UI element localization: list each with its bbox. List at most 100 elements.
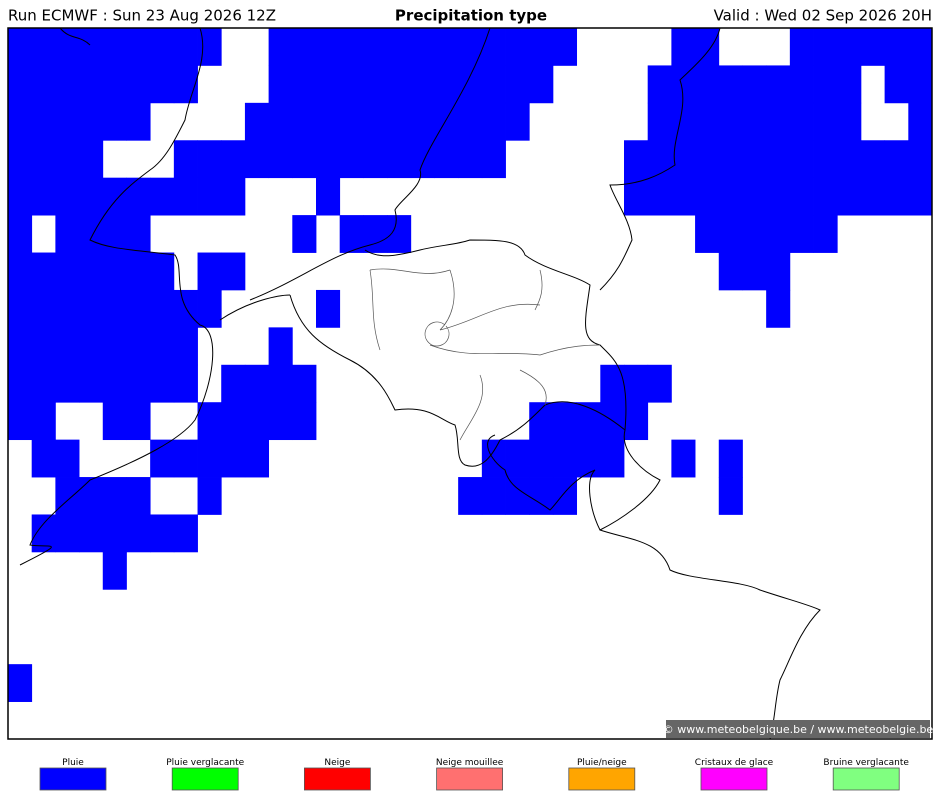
rain-cell bbox=[813, 28, 838, 66]
rain-cell bbox=[55, 364, 80, 403]
rain-cell bbox=[742, 177, 767, 216]
rain-cell bbox=[434, 28, 459, 66]
rain-cell bbox=[197, 477, 222, 515]
rain-cell bbox=[268, 327, 293, 366]
rain-cell bbox=[481, 102, 506, 141]
rain-cell bbox=[837, 28, 862, 66]
rain-cell bbox=[197, 252, 222, 291]
rain-cell bbox=[387, 65, 412, 104]
rain-cell bbox=[695, 177, 720, 216]
rain-cell bbox=[55, 477, 80, 515]
rain-cell bbox=[647, 364, 672, 403]
rain-cell bbox=[837, 65, 862, 104]
legend-label: Bruine verglacante bbox=[823, 758, 909, 768]
rain-cell bbox=[244, 439, 270, 478]
rain-cell bbox=[316, 28, 341, 66]
rain-cell bbox=[363, 140, 388, 179]
legend-label: Pluie bbox=[62, 758, 84, 768]
rain-cell bbox=[316, 289, 341, 328]
legend-swatch bbox=[39, 767, 107, 791]
rain-cell bbox=[31, 65, 56, 104]
rain-cell bbox=[624, 140, 649, 179]
rain-cell bbox=[221, 402, 246, 441]
rain-cell bbox=[8, 402, 33, 441]
rain-cell bbox=[173, 327, 198, 366]
rain-cell bbox=[79, 140, 104, 179]
rain-cell bbox=[126, 327, 151, 366]
rain-cell bbox=[79, 215, 104, 253]
rain-cell bbox=[150, 65, 175, 104]
rain-cell bbox=[244, 102, 270, 141]
rain-cell bbox=[173, 439, 198, 478]
rain-cell bbox=[576, 439, 601, 478]
rain-cell bbox=[268, 28, 293, 66]
rain-cell bbox=[339, 65, 364, 104]
rain-cell bbox=[244, 364, 270, 403]
rain-cell bbox=[718, 215, 743, 253]
rain-cell bbox=[173, 514, 198, 553]
rain-cell bbox=[742, 140, 767, 179]
rain-cell bbox=[529, 402, 554, 441]
rain-cell bbox=[458, 102, 483, 141]
rain-cell bbox=[316, 102, 341, 141]
rain-cell bbox=[268, 65, 293, 104]
rain-cell bbox=[221, 364, 246, 403]
rain-cell bbox=[529, 28, 554, 66]
rain-cell bbox=[766, 215, 791, 253]
rain-cell bbox=[908, 177, 933, 216]
rain-cell bbox=[600, 439, 625, 478]
legend-swatch bbox=[568, 767, 636, 791]
rain-cell bbox=[505, 477, 530, 515]
rain-cell bbox=[31, 140, 56, 179]
rain-cell bbox=[813, 65, 838, 104]
legend-swatch bbox=[171, 767, 239, 791]
rain-cell bbox=[505, 65, 530, 104]
rain-cell bbox=[126, 28, 151, 66]
rain-cell bbox=[671, 439, 696, 478]
rain-cell bbox=[695, 28, 720, 66]
rain-cell bbox=[221, 439, 246, 478]
rain-cell bbox=[718, 477, 743, 515]
rain-cell bbox=[292, 28, 317, 66]
rain-cell bbox=[647, 102, 672, 141]
rain-cell bbox=[292, 215, 317, 253]
rain-cell bbox=[102, 514, 127, 553]
rain-cell bbox=[647, 140, 672, 179]
rain-cell bbox=[102, 102, 127, 141]
rain-cell bbox=[173, 65, 198, 104]
rain-cell bbox=[481, 140, 506, 179]
province-border bbox=[369, 268, 601, 441]
rain-cell bbox=[102, 402, 127, 441]
rain-cell bbox=[150, 28, 175, 66]
rain-cell bbox=[718, 439, 743, 478]
rain-cell bbox=[79, 289, 104, 328]
rain-cell bbox=[695, 140, 720, 179]
rain-cell bbox=[789, 28, 814, 66]
rain-cell bbox=[31, 102, 56, 141]
rain-cell bbox=[55, 289, 80, 328]
rain-cell bbox=[197, 289, 222, 328]
rain-cell bbox=[718, 65, 743, 104]
rain-cell bbox=[837, 177, 862, 216]
legend-label: Neige mouillee bbox=[436, 758, 504, 768]
rain-cell bbox=[173, 364, 198, 403]
legend-swatch bbox=[832, 767, 900, 791]
rain-cell bbox=[173, 289, 198, 328]
rain-cell bbox=[387, 28, 412, 66]
rain-cell bbox=[173, 177, 198, 216]
rain-cell bbox=[31, 439, 56, 478]
rain-cell bbox=[8, 327, 33, 366]
rain-cell bbox=[789, 215, 814, 253]
rain-cell bbox=[268, 364, 293, 403]
coastline bbox=[19, 27, 214, 566]
rain-cell bbox=[55, 327, 80, 366]
legend: Pluie Pluie verglacante Neige Neige mouille… bbox=[39, 758, 909, 791]
coastline bbox=[219, 27, 491, 321]
map-frame bbox=[7, 27, 933, 740]
rain-cell bbox=[908, 28, 933, 66]
rain-cell bbox=[766, 252, 791, 291]
rain-cell bbox=[150, 439, 175, 478]
legend-label: Pluie verglacante bbox=[166, 758, 244, 768]
rain-cell bbox=[126, 252, 151, 291]
rain-cell bbox=[316, 140, 341, 179]
